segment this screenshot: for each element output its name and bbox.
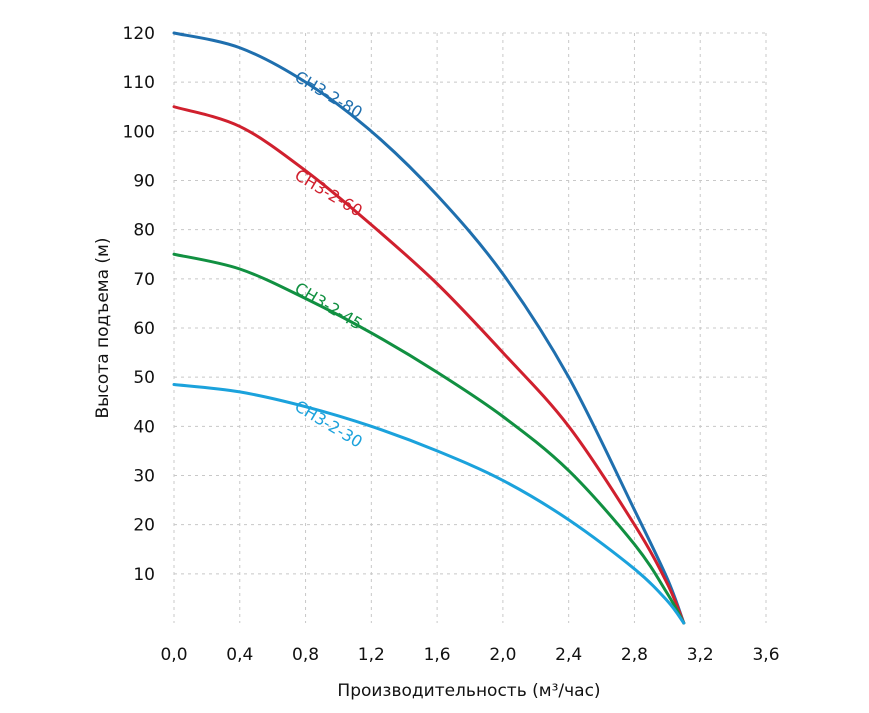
- x-tick-label: 1,6: [424, 645, 451, 665]
- x-tick-label: 2,0: [489, 645, 516, 665]
- x-tick-label: 2,4: [555, 645, 582, 665]
- x-tick-label: 1,2: [358, 645, 385, 665]
- series-line: [172, 31, 686, 625]
- x-tick-label: 2,8: [621, 645, 648, 665]
- y-tick-label: 20: [133, 516, 155, 536]
- y-tick-label: 10: [133, 565, 155, 585]
- x-tick-label: 0,4: [226, 645, 253, 665]
- y-tick-label: 70: [133, 270, 155, 290]
- curve-label: СН3-2-45: [291, 278, 365, 333]
- tick-labels: 0,0 0,4 0,8 1,2 1,6 2,0 2,4 2,8 3,2 3,6 10 20 30 40 50…: [123, 24, 780, 665]
- curve-label: СН3-2-30: [291, 396, 365, 451]
- y-tick-label: 80: [133, 221, 155, 241]
- y-tick-label: 100: [123, 122, 155, 142]
- x-tick-label: 0,0: [160, 645, 187, 665]
- y-tick-label: 90: [133, 172, 155, 192]
- y-tick-label: 40: [133, 417, 155, 437]
- y-axis-title: Высота подъема (м): [93, 237, 113, 418]
- y-tick-label: 50: [133, 368, 155, 388]
- curve-label: СН3-2-60: [291, 165, 365, 220]
- x-tick-label: 3,2: [687, 645, 714, 665]
- series-line: [172, 252, 686, 625]
- curve-label: СН3-2-80: [291, 67, 365, 122]
- curves: [172, 31, 686, 625]
- y-tick-label: 120: [123, 24, 155, 44]
- series-line: [172, 105, 686, 625]
- y-tick-label: 60: [133, 319, 155, 339]
- x-tick-label: 3,6: [752, 645, 779, 665]
- grid: [173, 32, 767, 623]
- x-tick-label: 0,8: [292, 645, 319, 665]
- y-tick-label: 30: [133, 467, 155, 487]
- x-axis-title: Производительность (м³/час): [337, 681, 600, 701]
- series-line: [172, 383, 686, 625]
- y-tick-label: 110: [123, 73, 155, 93]
- curve-labels: СН3-2-80 СН3-2-60 СН3-2-45 СН3-2-30: [291, 67, 365, 452]
